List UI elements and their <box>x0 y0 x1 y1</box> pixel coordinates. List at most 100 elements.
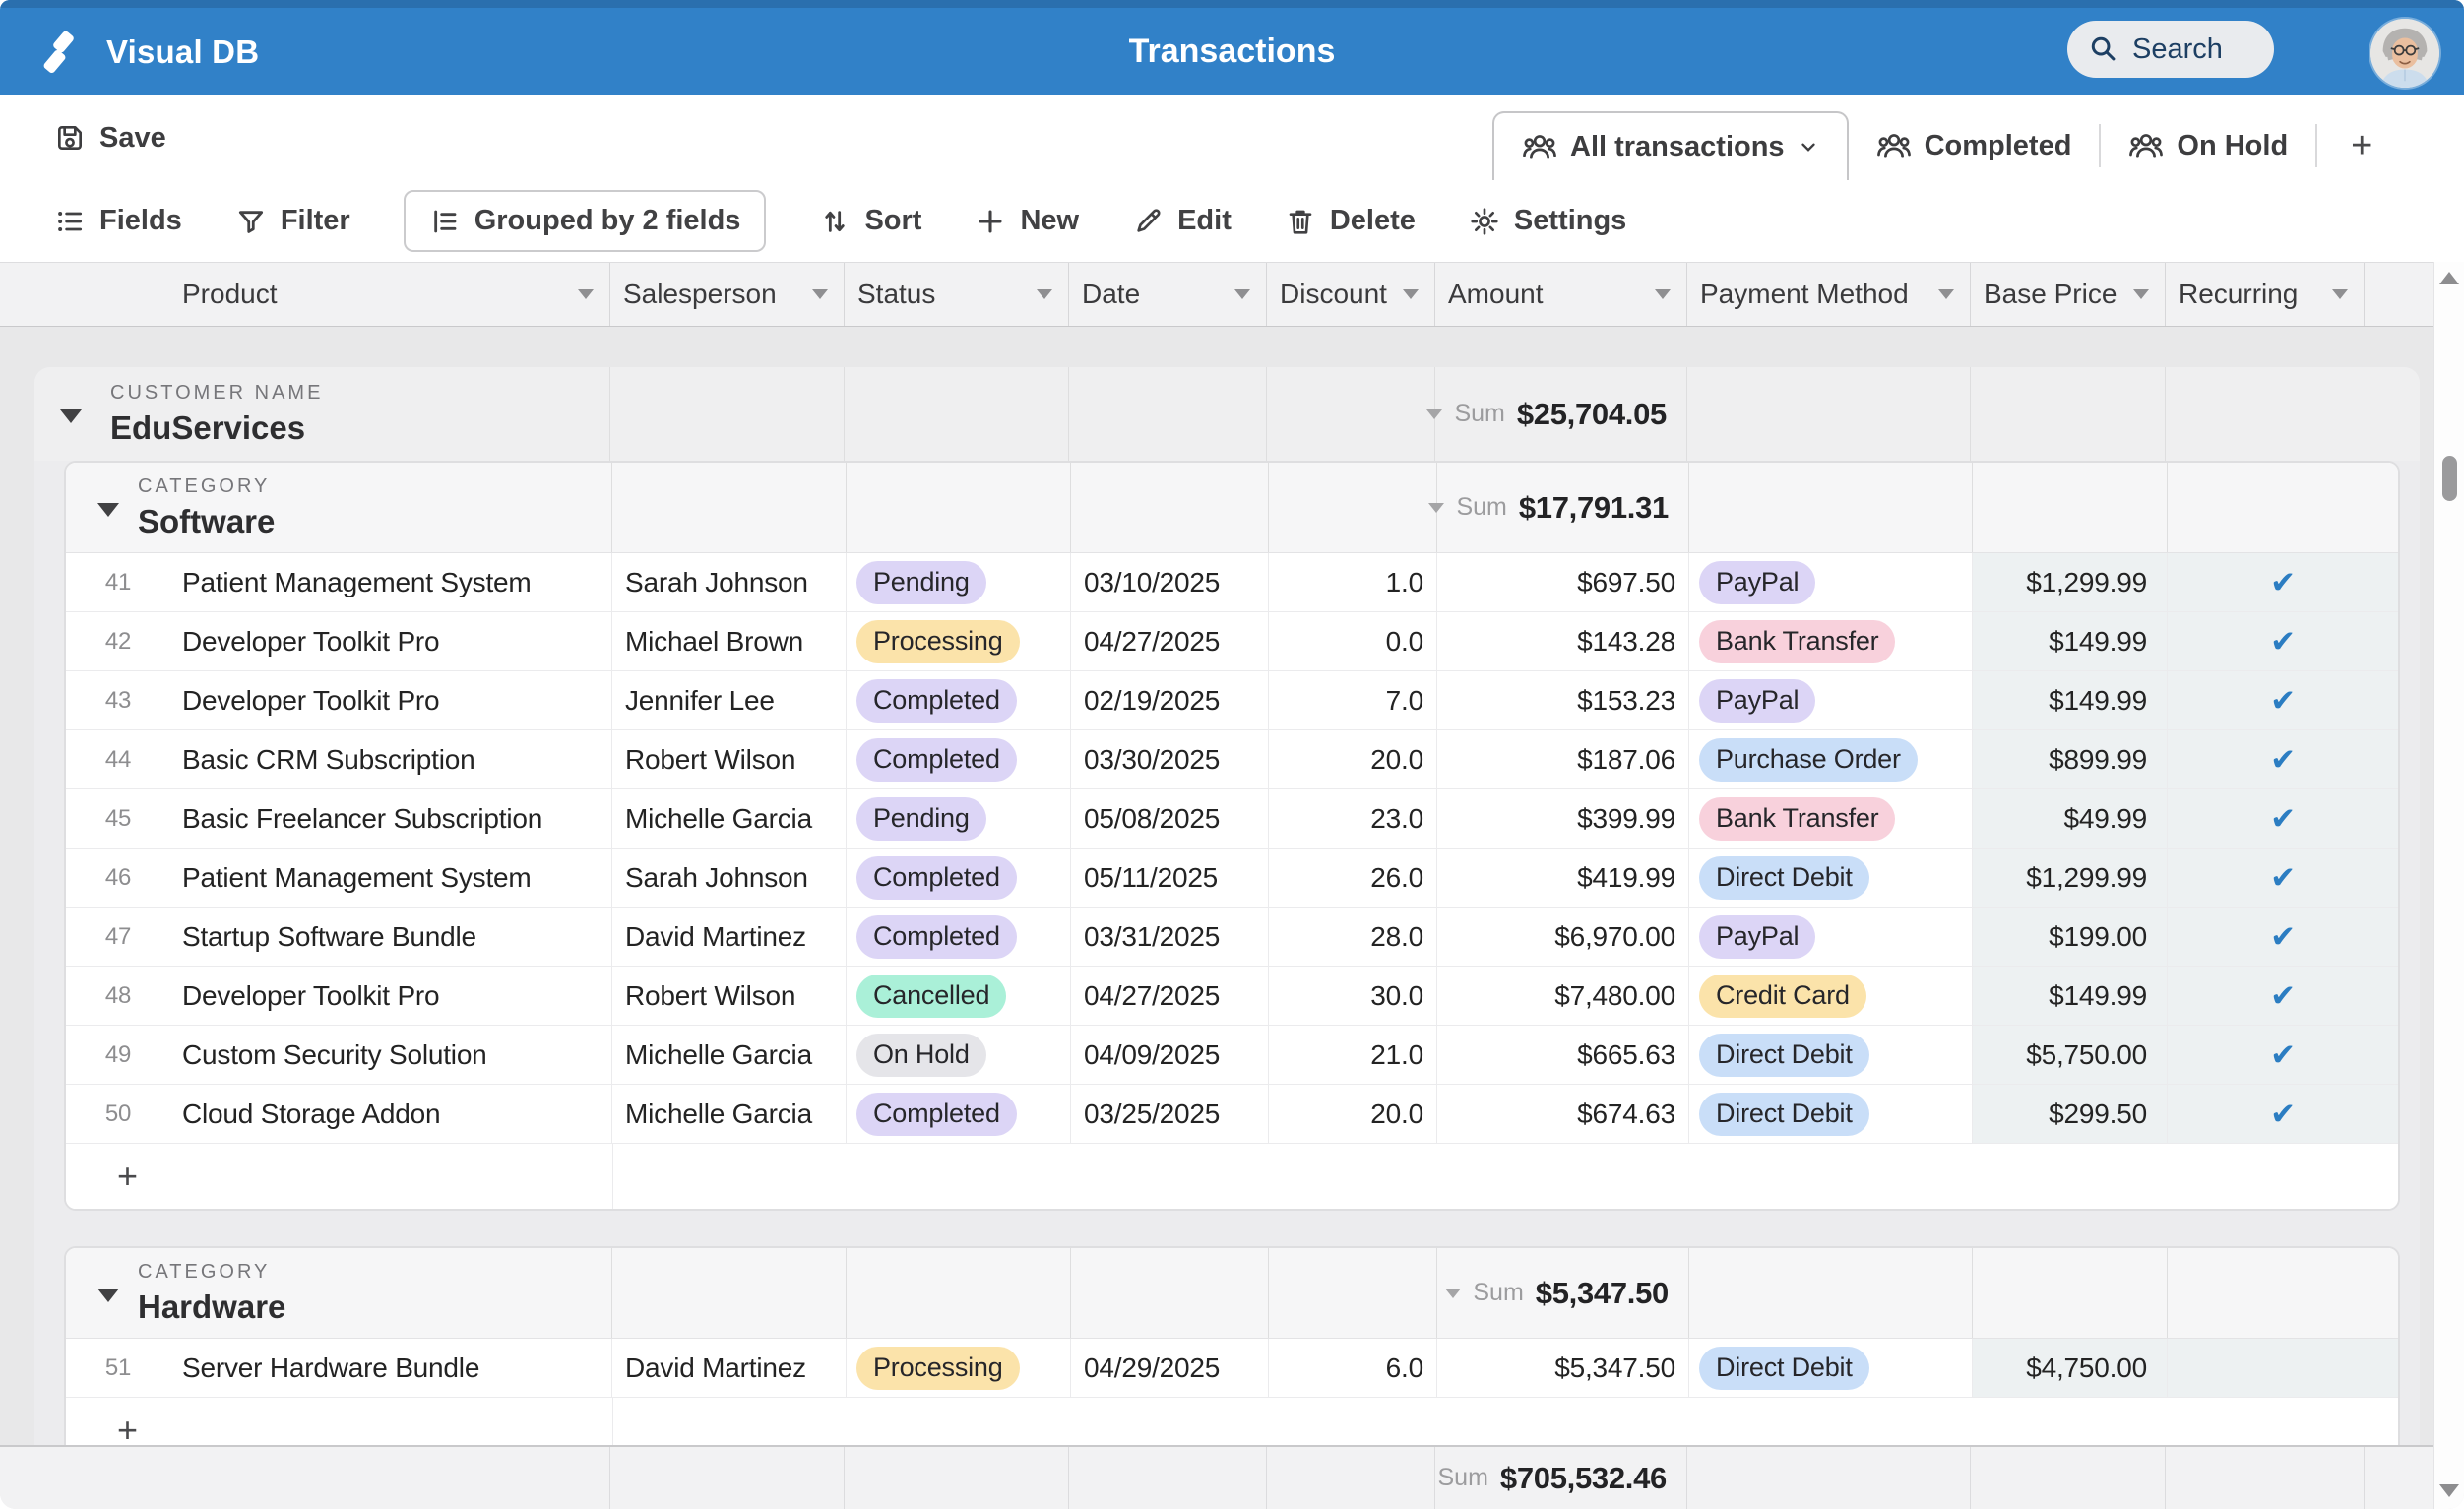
cell-product[interactable]: 43 Developer Toolkit Pro <box>66 671 612 729</box>
grouped-by-button[interactable]: Grouped by 2 fields <box>403 190 767 252</box>
column-menu-icon[interactable] <box>1655 289 1671 299</box>
column-menu-icon[interactable] <box>1403 289 1419 299</box>
cell-salesperson[interactable]: Michael Brown <box>612 612 847 670</box>
collapse-group-icon[interactable] <box>60 409 82 423</box>
cell-amount[interactable]: $143.28 <box>1437 612 1689 670</box>
scroll-down-icon[interactable] <box>2439 1484 2459 1497</box>
cell-salesperson[interactable]: Michelle Garcia <box>612 1026 847 1084</box>
add-view-button[interactable]: + <box>2351 124 2373 166</box>
cell-date[interactable]: 04/27/2025 <box>1071 967 1269 1025</box>
cell-recurring[interactable]: ✔ <box>2168 553 2398 611</box>
cell-status[interactable]: On Hold <box>847 1026 1071 1084</box>
cell-salesperson[interactable]: Jennifer Lee <box>612 671 847 729</box>
filter-button[interactable]: Filter <box>235 205 350 237</box>
cell-recurring[interactable]: ✔ <box>2168 1339 2398 1397</box>
cell-status[interactable]: Completed <box>847 1085 1071 1143</box>
table-row[interactable]: 44 Basic CRM Subscription Robert Wilson … <box>66 730 2398 789</box>
column-menu-icon[interactable] <box>812 289 828 299</box>
column-menu-icon[interactable] <box>1938 289 1954 299</box>
column-header-amount[interactable]: Amount <box>1435 263 1687 326</box>
collapse-category-icon[interactable] <box>97 502 119 517</box>
table-row[interactable]: 47 Startup Software Bundle David Martine… <box>66 908 2398 967</box>
cell-discount[interactable]: 21.0 <box>1269 1026 1437 1084</box>
table-row[interactable]: 45 Basic Freelancer Subscription Michell… <box>66 789 2398 849</box>
add-row-button[interactable]: + <box>66 1398 2398 1445</box>
cell-discount[interactable]: 30.0 <box>1269 967 1437 1025</box>
cell-status[interactable]: Completed <box>847 730 1071 788</box>
cell-product[interactable]: 50 Cloud Storage Addon <box>66 1085 612 1143</box>
cell-base-price[interactable]: $149.99 <box>1973 671 2168 729</box>
cell-amount[interactable]: $187.06 <box>1437 730 1689 788</box>
user-avatar[interactable] <box>2370 19 2439 88</box>
cell-status[interactable]: Pending <box>847 789 1071 848</box>
table-row[interactable]: 43 Developer Toolkit Pro Jennifer Lee Co… <box>66 671 2398 730</box>
cell-date[interactable]: 03/31/2025 <box>1071 908 1269 966</box>
cell-product[interactable]: 46 Patient Management System <box>66 849 612 907</box>
cell-base-price[interactable]: $1,299.99 <box>1973 553 2168 611</box>
cell-payment-method[interactable]: Direct Debit <box>1689 1026 1973 1084</box>
table-row[interactable]: 50 Cloud Storage Addon Michelle Garcia C… <box>66 1085 2398 1144</box>
cell-product[interactable]: 51 Server Hardware Bundle <box>66 1339 612 1397</box>
collapse-category-icon[interactable] <box>97 1288 119 1302</box>
settings-button[interactable]: Settings <box>1469 205 1626 237</box>
cell-salesperson[interactable]: David Martinez <box>612 908 847 966</box>
cell-discount[interactable]: 1.0 <box>1269 553 1437 611</box>
group-sum-cell[interactable]: Sum $25,704.05 <box>1426 367 1687 461</box>
column-menu-icon[interactable] <box>1234 289 1250 299</box>
new-button[interactable]: New <box>975 205 1079 237</box>
tab-completed[interactable]: Completed <box>1849 111 2100 180</box>
cell-product[interactable]: 49 Custom Security Solution <box>66 1026 612 1084</box>
cell-recurring[interactable]: ✔ <box>2168 730 2398 788</box>
column-header-date[interactable]: Date <box>1069 263 1267 326</box>
save-button[interactable]: Save <box>54 95 166 180</box>
vertical-scrollbar[interactable] <box>2433 262 2464 1509</box>
cell-salesperson[interactable]: David Martinez <box>612 1339 847 1397</box>
cell-base-price[interactable]: $149.99 <box>1973 967 2168 1025</box>
column-menu-icon[interactable] <box>1037 289 1052 299</box>
cell-recurring[interactable]: ✔ <box>2168 1026 2398 1084</box>
scroll-up-icon[interactable] <box>2439 272 2459 284</box>
column-header-payment-method[interactable]: Payment Method <box>1687 263 1971 326</box>
tab-on-hold[interactable]: On Hold <box>2101 111 2315 180</box>
column-header-product[interactable]: Product <box>0 263 610 326</box>
cell-base-price[interactable]: $49.99 <box>1973 789 2168 848</box>
cell-salesperson[interactable]: Michelle Garcia <box>612 1085 847 1143</box>
add-row-button[interactable]: + <box>66 1144 2398 1209</box>
cell-status[interactable]: Processing <box>847 1339 1071 1397</box>
delete-button[interactable]: Delete <box>1285 205 1416 237</box>
cell-base-price[interactable]: $4,750.00 <box>1973 1339 2168 1397</box>
cell-discount[interactable]: 23.0 <box>1269 789 1437 848</box>
cell-payment-method[interactable]: Purchase Order <box>1689 730 1973 788</box>
cell-date[interactable]: 04/09/2025 <box>1071 1026 1269 1084</box>
cell-amount[interactable]: $7,480.00 <box>1437 967 1689 1025</box>
cell-recurring[interactable]: ✔ <box>2168 849 2398 907</box>
cell-discount[interactable]: 7.0 <box>1269 671 1437 729</box>
cell-amount[interactable]: $697.50 <box>1437 553 1689 611</box>
cell-salesperson[interactable]: Robert Wilson <box>612 967 847 1025</box>
cell-discount[interactable]: 20.0 <box>1269 730 1437 788</box>
cell-status[interactable]: Completed <box>847 671 1071 729</box>
cell-recurring[interactable]: ✔ <box>2168 908 2398 966</box>
cell-base-price[interactable]: $199.00 <box>1973 908 2168 966</box>
cell-product[interactable]: 48 Developer Toolkit Pro <box>66 967 612 1025</box>
cell-payment-method[interactable]: Credit Card <box>1689 967 1973 1025</box>
cell-base-price[interactable]: $899.99 <box>1973 730 2168 788</box>
scrollbar-thumb[interactable] <box>2442 456 2457 501</box>
cell-base-price[interactable]: $149.99 <box>1973 612 2168 670</box>
cell-date[interactable]: 04/29/2025 <box>1071 1339 1269 1397</box>
cell-base-price[interactable]: $1,299.99 <box>1973 849 2168 907</box>
brand[interactable]: Visual DB <box>39 8 259 95</box>
cell-status[interactable]: Cancelled <box>847 967 1071 1025</box>
cell-amount[interactable]: $153.23 <box>1437 671 1689 729</box>
cell-date[interactable]: 03/30/2025 <box>1071 730 1269 788</box>
column-menu-icon[interactable] <box>578 289 594 299</box>
cell-amount[interactable]: $419.99 <box>1437 849 1689 907</box>
table-row[interactable]: 49 Custom Security Solution Michelle Gar… <box>66 1026 2398 1085</box>
cell-salesperson[interactable]: Sarah Johnson <box>612 553 847 611</box>
cell-date[interactable]: 05/08/2025 <box>1071 789 1269 848</box>
column-header-salesperson[interactable]: Salesperson <box>610 263 845 326</box>
cell-payment-method[interactable]: PayPal <box>1689 671 1973 729</box>
cell-payment-method[interactable]: Direct Debit <box>1689 1339 1973 1397</box>
cell-amount[interactable]: $674.63 <box>1437 1085 1689 1143</box>
category-header[interactable]: CATEGORY Hardware Sum $5,347.50 <box>66 1248 2398 1339</box>
